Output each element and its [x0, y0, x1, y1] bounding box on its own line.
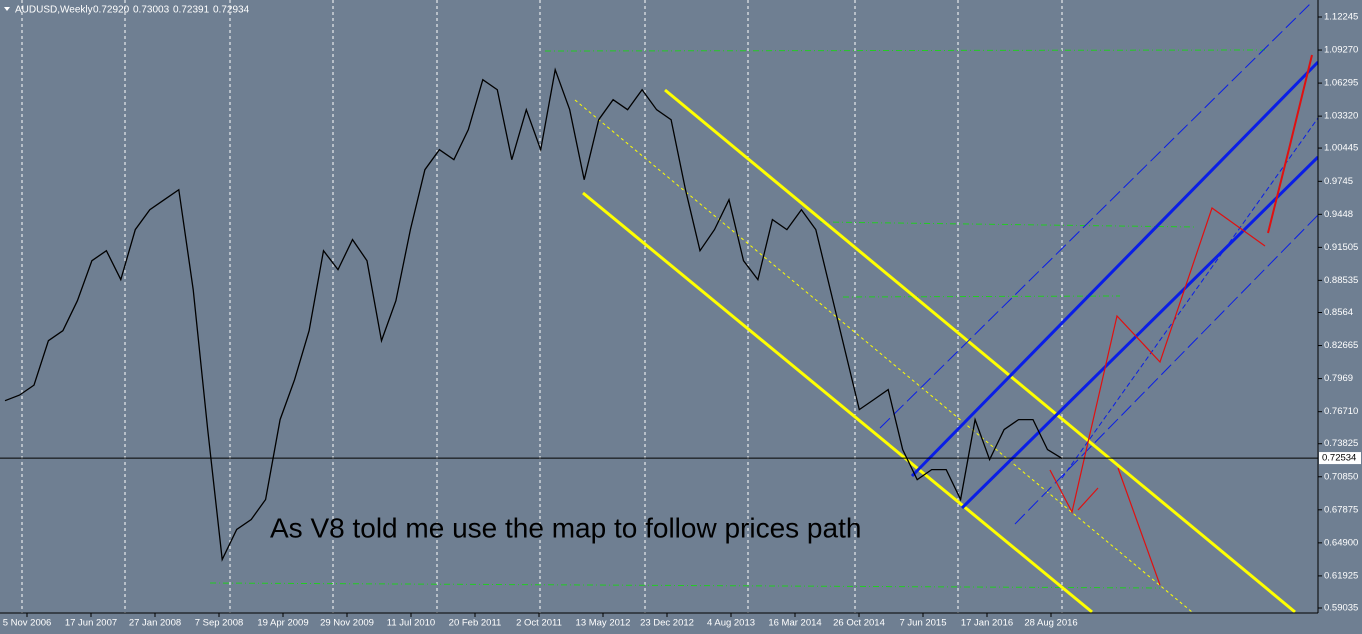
- red-path: [1049, 54, 1313, 586]
- x-tick-label: 7 Jun 2015: [899, 618, 946, 629]
- y-tick-label: 1.03320: [1324, 111, 1358, 122]
- x-tick-label: 4 Aug 2013: [707, 618, 755, 629]
- y-tick-label: 0.88535: [1324, 275, 1358, 286]
- blue-channel: [879, 3, 1320, 525]
- x-tick-label: 26 Oct 2014: [833, 618, 885, 629]
- quote-value: 0.73003: [133, 5, 170, 16]
- current-price-box: [1319, 452, 1361, 465]
- y-tick-label: 0.59035: [1324, 603, 1358, 614]
- y-tick-label: 0.82665: [1324, 340, 1358, 351]
- vertical-grid: [21, 0, 1063, 613]
- x-tick-label: 17 Jun 2007: [65, 618, 117, 629]
- y-tick-label: 0.7969: [1324, 373, 1353, 384]
- y-tick-label: 0.9448: [1324, 209, 1353, 220]
- x-tick-label: 28 Aug 2016: [1024, 618, 1077, 629]
- annotation: As V8 told me use the map to follow pric…: [270, 512, 861, 543]
- y-tick-label: 1.09270: [1324, 45, 1358, 56]
- current-price-label: 0.72534: [1322, 453, 1356, 464]
- quote-value: 0.72920: [93, 5, 130, 16]
- green-levels: [209, 49, 1266, 589]
- axis-panel: [1318, 0, 1362, 634]
- x-tick-label: 29 Nov 2009: [320, 618, 374, 629]
- yellow-channel: [574, 88, 1296, 614]
- x-tick-label: 7 Sep 2008: [195, 618, 244, 629]
- quote-value: 0.72391: [173, 5, 210, 16]
- y-tick-label: 0.8564: [1324, 307, 1353, 318]
- chart-title: AUDUSD,Weekly: [15, 5, 93, 16]
- y-tick-label: 0.67875: [1324, 504, 1358, 515]
- y-tick-label: 1.12245: [1324, 12, 1358, 23]
- x-tick-label: 11 Jul 2010: [387, 618, 435, 629]
- y-tick-label: 0.76710: [1324, 406, 1358, 417]
- y-tick-label: 0.91505: [1324, 242, 1358, 253]
- y-tick-label: 1.00445: [1324, 143, 1358, 154]
- x-tick-label: 17 Jan 2016: [961, 618, 1013, 629]
- x-tick-label: 20 Feb 2011: [449, 618, 502, 629]
- price-line: [4, 67, 1063, 562]
- y-tick-label: 0.61925: [1324, 570, 1358, 581]
- x-tick-label: 27 Jan 2008: [129, 618, 181, 629]
- y-tick-label: 0.73825: [1324, 438, 1358, 449]
- x-tick-label: 16 Mar 2014: [768, 618, 821, 629]
- y-tick-label: 0.64900: [1324, 537, 1358, 548]
- x-tick-label: 23 Dec 2012: [640, 618, 694, 629]
- y-tick-label: 0.70850: [1324, 471, 1358, 482]
- x-tick-label: 5 Nov 2006: [3, 618, 52, 629]
- quote-value: 0.72934: [213, 5, 250, 16]
- x-tick-label: 19 Apr 2009: [257, 618, 308, 629]
- y-tick-label: 0.9745: [1324, 176, 1353, 187]
- menu-triangle[interactable]: [4, 7, 10, 11]
- y-tick-label: 1.06295: [1324, 78, 1358, 89]
- x-tick-label: 13 May 2012: [576, 618, 631, 629]
- x-tick-label: 2 Oct 2011: [516, 618, 562, 629]
